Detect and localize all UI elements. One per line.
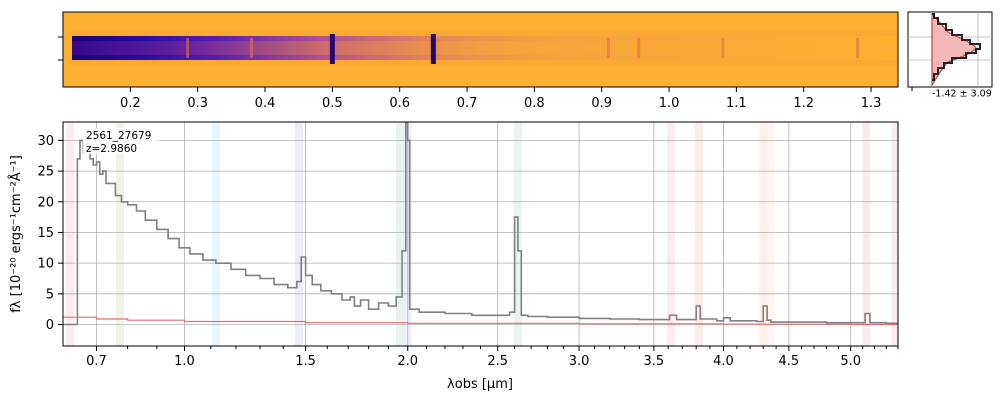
top-axis-tick-label-1: 0.3	[187, 96, 208, 111]
y-tick-label-0: 0	[46, 318, 54, 333]
spectrum-2d-line-3	[250, 38, 254, 58]
profile-inset-panel: -1.42 ± 3.09	[907, 11, 993, 99]
annotation-box	[83, 128, 159, 154]
x-tick-label-9: 5.0	[840, 354, 861, 369]
x-tick-label-1: 1.0	[174, 354, 195, 369]
y-tick-label-2: 10	[37, 257, 54, 272]
spectrum-2d-trace-core	[72, 41, 898, 55]
emission-band-7	[666, 122, 675, 346]
emission-band-9	[759, 122, 768, 346]
spectrum-2d-halo-bottom	[70, 60, 898, 66]
series-line-1	[63, 316, 898, 326]
plot-background	[63, 122, 898, 346]
top-axis-tick-label-11: 1.3	[861, 96, 882, 111]
x-tick-label-2: 1.5	[295, 354, 316, 369]
top-axis-tick-label-9: 1.1	[726, 96, 747, 111]
y-tick-label-1: 5	[46, 287, 54, 302]
top-axis-tick-label-0: 0.2	[120, 96, 141, 111]
spectrum-2d-line-2	[186, 38, 190, 58]
emission-band-3	[294, 122, 303, 346]
spectrum-2d-line-0	[329, 34, 335, 64]
series-line-0	[63, 122, 898, 326]
spectrum-2d-wavelength-axis: 0.2 0.3 0.4 0.5 0.6 0.7 0.8 0.9 1.0 1.1 1.2 1.3	[120, 87, 881, 111]
spectrum-2d-emission-lines	[186, 34, 860, 64]
spectrum-series	[63, 122, 898, 326]
emission-band-12	[891, 122, 898, 346]
emission-band-10	[766, 122, 775, 346]
redshift-label: z=2.9860	[86, 143, 137, 155]
emission-band-2	[211, 122, 220, 346]
top-axis-tick-label-6: 0.8	[524, 96, 545, 111]
spectrum-2d-line-5	[637, 38, 641, 58]
emission-band-11	[862, 122, 871, 346]
y-tick-label-3: 15	[37, 226, 54, 241]
profile-inset-label: -1.42 ± 3.09	[932, 88, 992, 99]
y-tick-label-4: 20	[37, 195, 54, 210]
spectrum-2d-halo-top	[70, 30, 898, 36]
y-tick-label-5: 25	[37, 165, 54, 180]
top-axis-tick-label-7: 0.9	[591, 96, 612, 111]
spectrum-2d-frame	[62, 11, 899, 88]
spectrum-2d-line-6	[721, 38, 725, 58]
y-axis-label: fλ [10⁻²⁰ ergs⁻¹cm⁻²Å⁻¹]	[8, 155, 24, 313]
spectrum-2d-line-7	[856, 38, 860, 58]
x-tick-label-6: 3.5	[644, 354, 665, 369]
x-tick-label-3: 2.0	[397, 354, 418, 369]
emission-band-1	[115, 122, 124, 346]
profile-data-step	[932, 13, 981, 81]
spectrum-2d-line-1	[430, 34, 436, 64]
x-tick-label-0: 0.7	[86, 354, 107, 369]
top-axis-tick-label-8: 1.0	[659, 96, 680, 111]
top-axis-tick-label-2: 0.4	[255, 96, 276, 111]
spectrum-1d-panel: 0.7 1.0 1.5 2.0 2.5 3.0 3.5 4.0 4.5 5.0 0 5 10 15 20 2…	[8, 121, 899, 392]
top-axis-tick-label-5: 0.7	[457, 96, 478, 111]
emission-band-0	[65, 122, 74, 346]
top-axis-tick-label-4: 0.6	[389, 96, 410, 111]
emission-band-8	[694, 122, 703, 346]
x-axis-label: λobs [μm]	[447, 377, 513, 392]
y-axis: 0 5 10 15 20 25 30	[37, 134, 63, 333]
spectrum-2d-panel: 0.2 0.3 0.4 0.5 0.6 0.7 0.8 0.9 1.0 1.1 1.2 1.3	[58, 11, 899, 111]
top-axis-tick-label-10: 1.2	[793, 96, 814, 111]
x-tick-label-7: 4.0	[713, 354, 734, 369]
x-axis: 0.7 1.0 1.5 2.0 2.5 3.0 3.5 4.0 4.5 5.0	[86, 346, 899, 369]
x-tick-label-4: 2.5	[487, 354, 508, 369]
y-tick-label-6: 30	[37, 134, 54, 149]
grid-lines	[63, 122, 898, 346]
spectrum-2d-line-4	[606, 38, 610, 58]
x-tick-label-8: 4.5	[779, 354, 800, 369]
top-axis-tick-label-3: 0.5	[322, 96, 343, 111]
object-id-label: 2561_27679	[86, 130, 151, 142]
x-tick-label-5: 3.0	[569, 354, 590, 369]
emission-band-4	[396, 122, 405, 346]
